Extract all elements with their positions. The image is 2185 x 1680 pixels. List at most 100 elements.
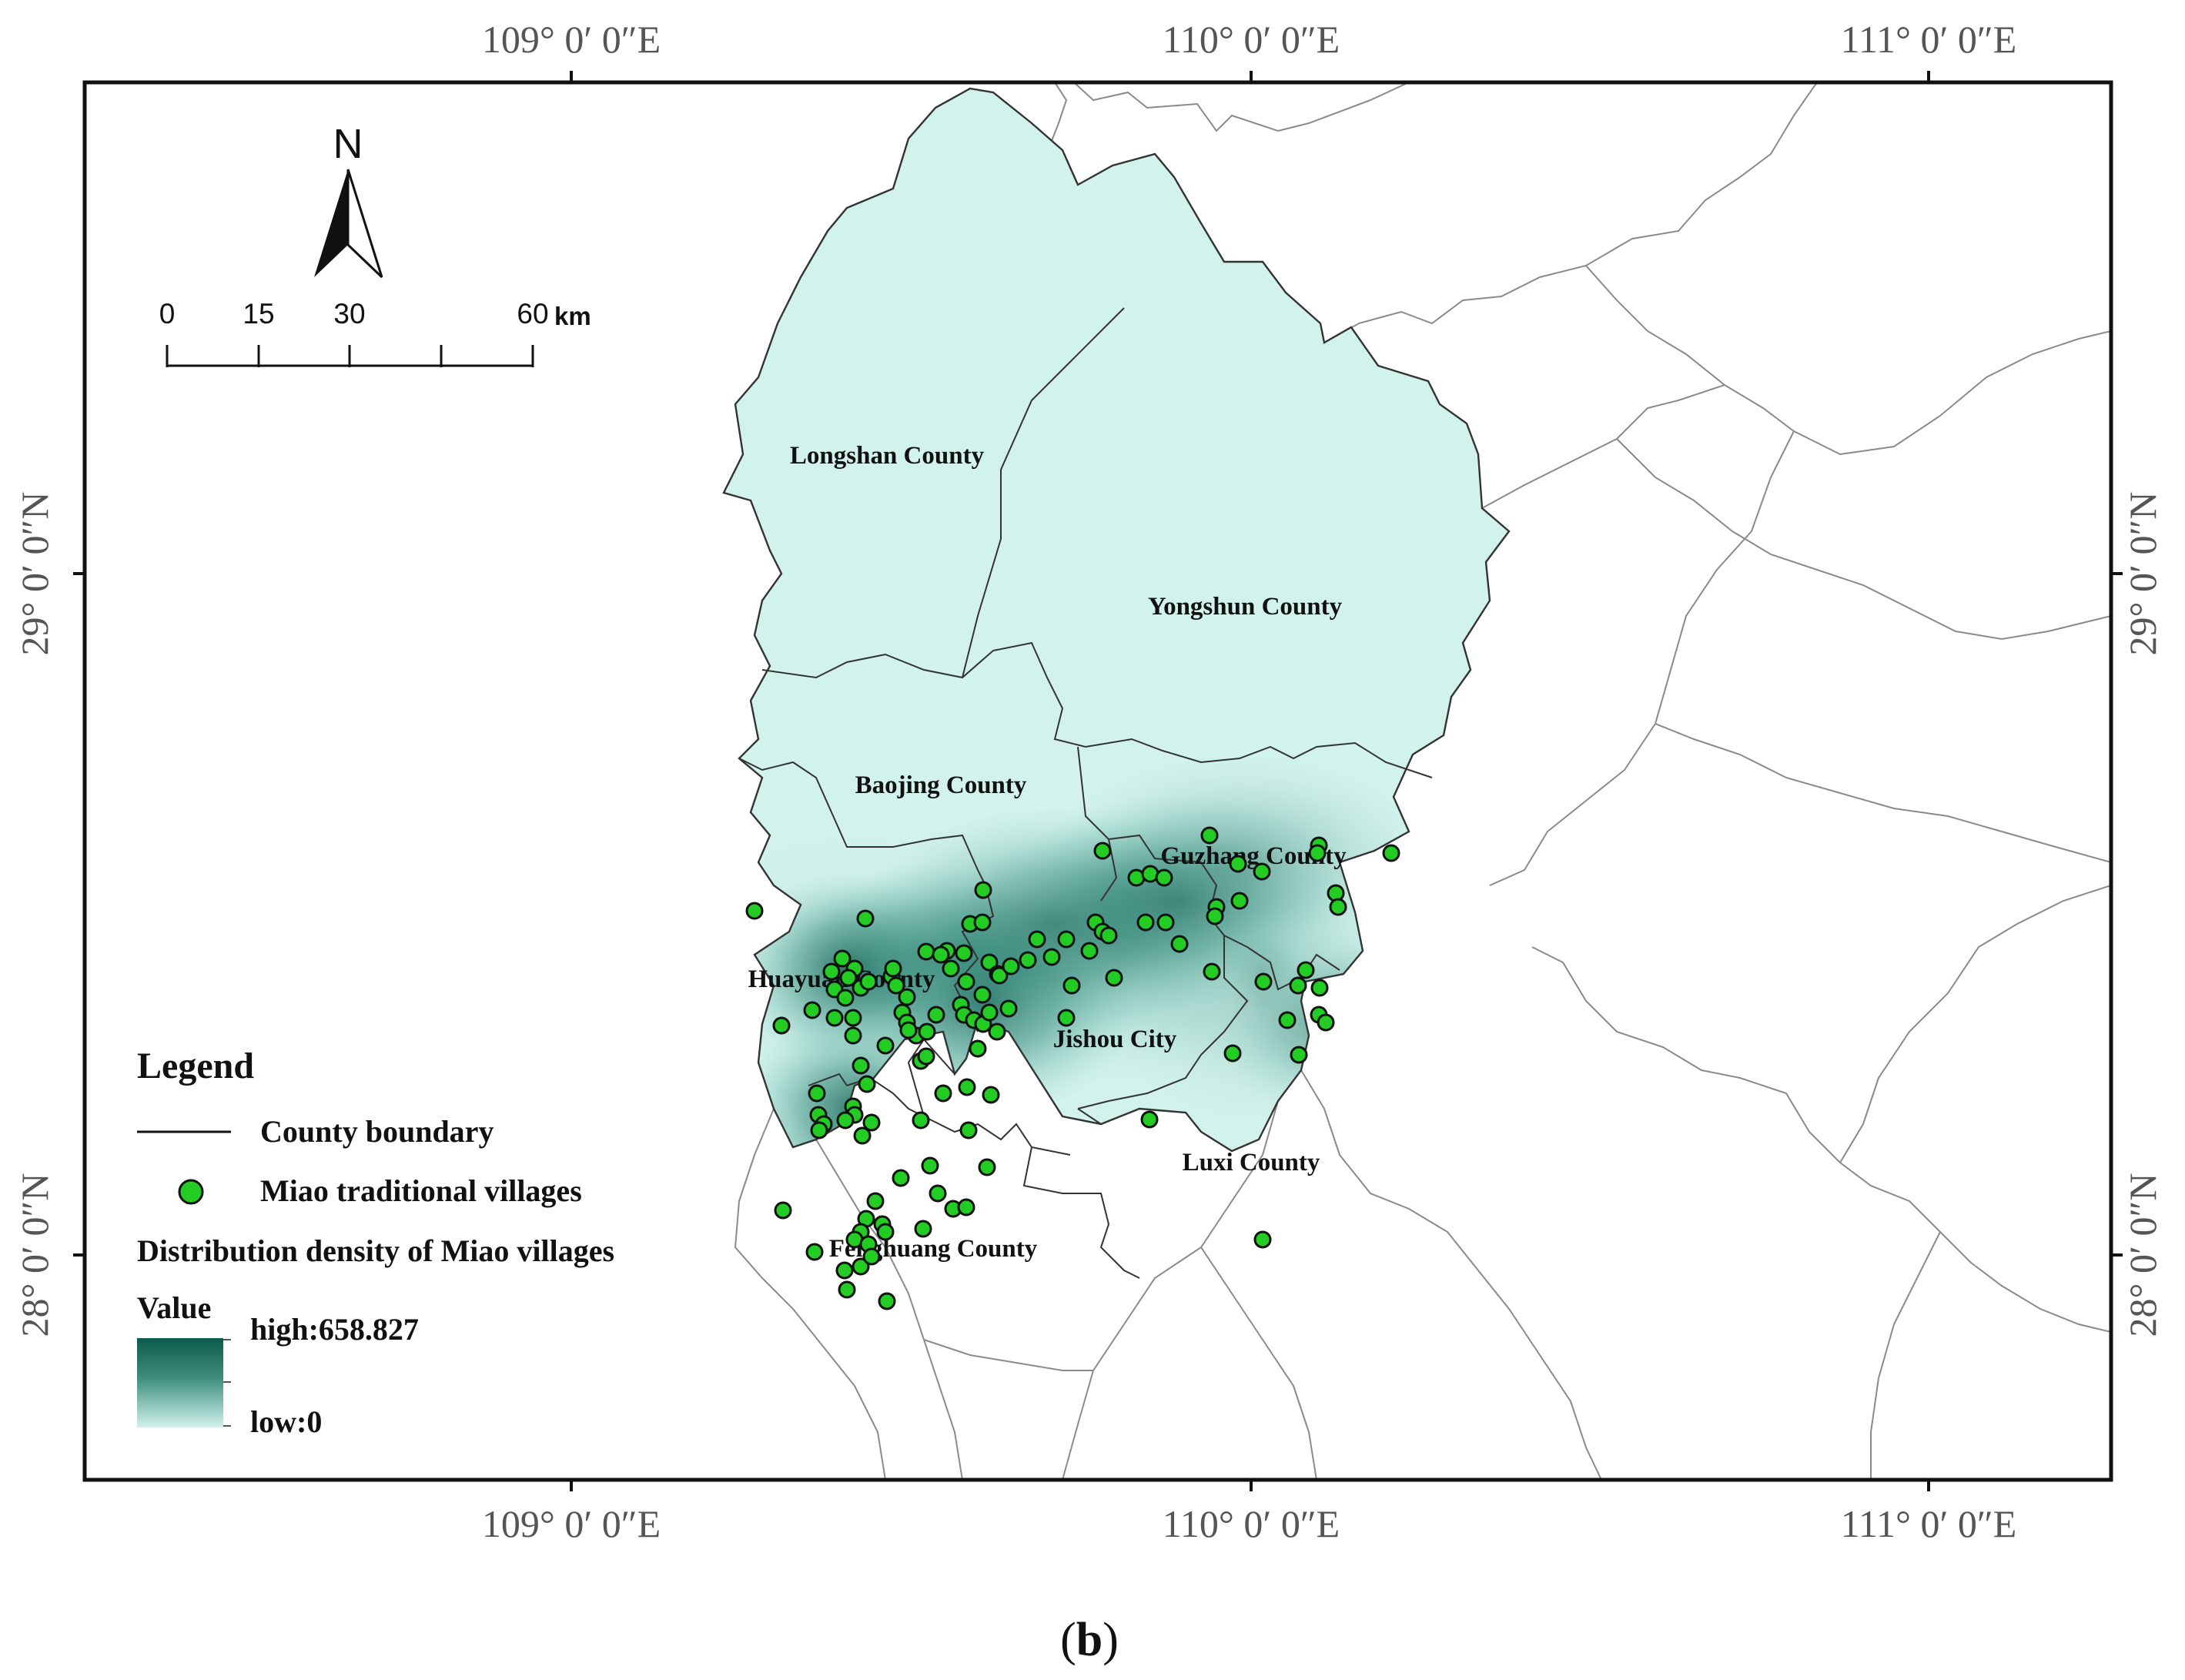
village-point-90 (862, 1113, 881, 1132)
village-point-72 (1329, 898, 1347, 916)
county-label-yongshun: Yongshun County (1148, 593, 1343, 621)
graticule-left-label-28: 28° 0′ 0″N (13, 1173, 56, 1337)
village-point-5 (822, 962, 841, 981)
village-point-62 (1170, 935, 1189, 953)
village-point-42 (973, 986, 992, 1004)
north-arrow-right-half (346, 169, 383, 279)
village-point-51 (1080, 942, 1099, 960)
village-point-29 (974, 881, 992, 899)
village-point-117 (852, 1257, 870, 1276)
village-point-14 (772, 1016, 791, 1035)
village-point-40 (999, 999, 1018, 1018)
village-point-97 (958, 1078, 976, 1096)
village-point-113 (957, 1198, 975, 1216)
scale-bar: 0 15 30 60 km (159, 298, 591, 367)
village-point-101 (921, 1156, 939, 1175)
village-point-99 (982, 1086, 1000, 1104)
legend: Legend County boundary Miao traditional … (137, 1046, 614, 1439)
village-point-12 (803, 1001, 821, 1019)
village-point-78 (1254, 972, 1273, 991)
village-point-59 (1155, 868, 1173, 887)
village-point-107 (876, 1223, 895, 1241)
legend-density-ramp (137, 1338, 223, 1427)
legend-boundary-label: County boundary (260, 1114, 494, 1149)
village-point-81 (1223, 1044, 1242, 1063)
village-point-45 (1019, 951, 1037, 969)
village-point-46 (1028, 930, 1046, 949)
village-point-128 (927, 1006, 945, 1024)
legend-high-label: high:658.827 (250, 1312, 419, 1347)
village-point-3 (833, 949, 852, 968)
graticule-top-label-110: 110° 0′ 0″E (1163, 18, 1340, 61)
north-arrow-label: N (333, 121, 363, 167)
village-point-82 (1140, 1110, 1159, 1129)
village-point-15 (844, 1026, 862, 1045)
village-point-1 (745, 902, 764, 920)
legend-village-swatch (178, 1179, 204, 1205)
village-point-24 (917, 942, 935, 961)
north-arrow-left-half (314, 169, 348, 277)
village-point-68 (1253, 862, 1271, 881)
village-point-31 (980, 953, 999, 972)
village-point-124 (876, 1036, 895, 1055)
village-point-96 (934, 1084, 952, 1103)
county-label-baojing: Baojing County (855, 771, 1027, 799)
village-point-80 (1290, 1046, 1308, 1064)
village-point-55 (1105, 969, 1123, 987)
village-point-77 (1317, 1013, 1335, 1032)
scale-unit: km (554, 302, 591, 330)
village-point-9 (836, 989, 855, 1007)
village-point-120 (878, 1292, 896, 1310)
village-point-67 (1230, 892, 1249, 910)
village-point-103 (866, 1192, 885, 1210)
village-point-111 (929, 1184, 947, 1203)
village-point-94 (853, 1126, 872, 1145)
legend-value-label: Value (137, 1290, 211, 1325)
graticule-right-label-29: 29° 0′ 0″N (2121, 492, 2164, 656)
village-point-121 (884, 959, 902, 978)
scale-tick-15: 15 (243, 298, 274, 330)
village-point-27 (955, 944, 973, 962)
village-point-41 (969, 1039, 987, 1058)
village-point-110 (914, 1220, 932, 1238)
village-point-38 (980, 1003, 999, 1022)
legend-title: Legend (137, 1046, 254, 1086)
village-point-65 (1206, 907, 1224, 925)
figure-caption: (b) (1060, 1614, 1119, 1666)
graticule-right-label-28: 28° 0′ 0″N (2121, 1173, 2164, 1337)
map-frame (82, 80, 2113, 1482)
graticule-ticks (73, 71, 2123, 1491)
village-point-33 (957, 972, 975, 991)
legend-density-label: Distribution density of Miao villages (137, 1233, 614, 1268)
study-region-outline (722, 87, 1511, 1153)
village-point-122 (887, 976, 905, 995)
village-point-2 (856, 909, 875, 928)
graticule-bottom-label-110: 110° 0′ 0″E (1163, 1502, 1340, 1545)
village-point-30 (973, 913, 992, 932)
village-point-13 (825, 1009, 844, 1027)
graticule-top-label-109: 109° 0′ 0″E (482, 18, 661, 61)
village-point-7 (839, 969, 858, 987)
village-point-123 (899, 1021, 918, 1039)
village-point-50 (1057, 1009, 1076, 1027)
village-point-126 (858, 1075, 876, 1093)
north-arrow: N (314, 121, 383, 279)
graticule-left-label-29: 29° 0′ 0″N (13, 492, 56, 656)
village-point-115 (805, 1243, 824, 1261)
village-point-73 (1297, 961, 1315, 979)
scale-tick-30: 30 (333, 298, 365, 330)
legend-village-label: Miao traditional villages (260, 1173, 582, 1208)
village-point-79 (1278, 1011, 1297, 1029)
village-point-116 (835, 1261, 854, 1280)
village-point-118 (838, 1280, 856, 1299)
village-point-127 (918, 1022, 936, 1041)
village-point-74 (1289, 976, 1307, 995)
village-point-39 (988, 1022, 1006, 1041)
village-point-92 (836, 1111, 855, 1129)
village-point-70 (1308, 844, 1327, 862)
village-point-84 (1382, 844, 1400, 862)
village-point-119 (862, 1247, 881, 1266)
village-point-17 (898, 988, 916, 1006)
village-point-22 (917, 1047, 935, 1066)
village-point-63 (1200, 826, 1219, 845)
